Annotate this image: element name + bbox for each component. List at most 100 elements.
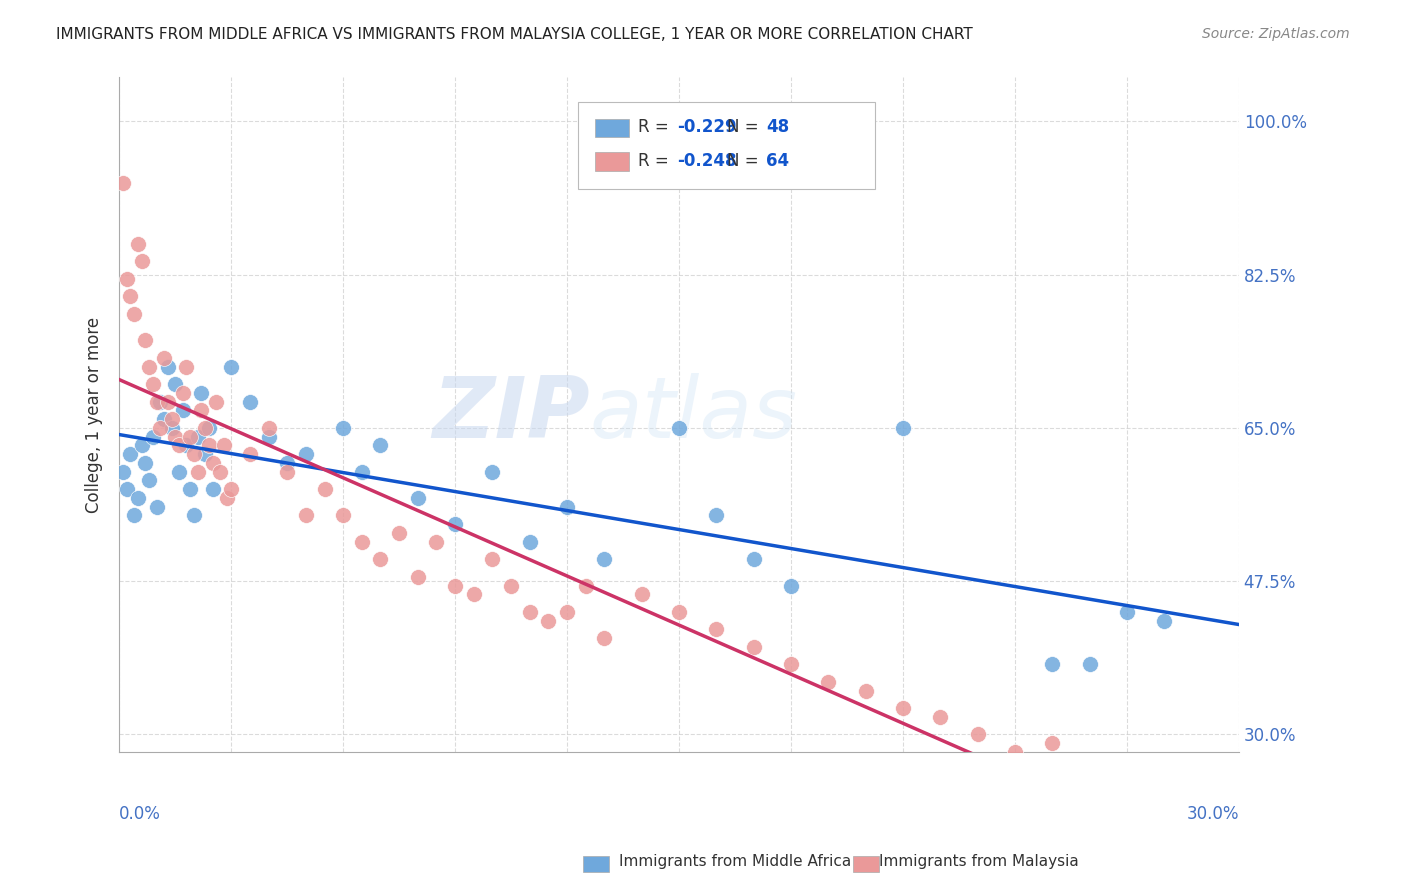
Point	[295, 447, 318, 461]
Text: ZIP: ZIP	[432, 373, 589, 456]
Point	[276, 465, 298, 479]
Point	[257, 429, 280, 443]
Point	[217, 491, 239, 505]
Point	[314, 482, 336, 496]
Point	[149, 394, 172, 409]
Point	[145, 500, 167, 514]
Point	[668, 421, 690, 435]
Point	[780, 657, 803, 672]
Text: N =: N =	[727, 119, 763, 136]
Point	[332, 508, 354, 523]
Point	[855, 683, 877, 698]
Point	[160, 421, 183, 435]
Point	[111, 176, 134, 190]
Point	[131, 254, 153, 268]
Point	[1004, 745, 1026, 759]
Point	[138, 359, 160, 374]
Text: atlas: atlas	[589, 373, 797, 456]
Point	[555, 500, 578, 514]
Point	[817, 674, 839, 689]
Point	[208, 465, 231, 479]
Point	[463, 587, 485, 601]
Point	[891, 701, 914, 715]
FancyBboxPatch shape	[595, 153, 628, 170]
Point	[194, 421, 217, 435]
FancyBboxPatch shape	[578, 103, 875, 189]
Point	[138, 474, 160, 488]
Point	[519, 605, 541, 619]
Point	[179, 429, 201, 443]
Text: 64: 64	[766, 152, 790, 170]
Point	[593, 552, 616, 566]
Point	[742, 552, 765, 566]
Point	[704, 508, 727, 523]
Text: R =: R =	[637, 119, 673, 136]
Point	[111, 465, 134, 479]
Point	[176, 438, 198, 452]
Point	[742, 640, 765, 654]
Point	[187, 429, 209, 443]
Point	[1115, 763, 1137, 777]
Point	[149, 421, 172, 435]
Point	[425, 534, 447, 549]
Point	[120, 289, 142, 303]
Point	[1040, 736, 1063, 750]
Text: 30.0%: 30.0%	[1187, 805, 1239, 822]
Point	[183, 447, 205, 461]
Point	[593, 631, 616, 645]
Point	[481, 465, 503, 479]
Point	[1153, 614, 1175, 628]
Point	[239, 447, 262, 461]
FancyBboxPatch shape	[595, 119, 628, 136]
Point	[187, 465, 209, 479]
Point	[276, 456, 298, 470]
Point	[350, 465, 373, 479]
Point	[127, 236, 149, 251]
Point	[201, 456, 224, 470]
Point	[131, 438, 153, 452]
Point	[201, 482, 224, 496]
Text: Immigrants from Malaysia: Immigrants from Malaysia	[879, 855, 1078, 869]
Point	[198, 421, 221, 435]
Text: N =: N =	[727, 152, 763, 170]
Point	[501, 578, 523, 592]
Point	[172, 385, 194, 400]
Text: -0.248: -0.248	[676, 152, 737, 170]
Point	[167, 465, 190, 479]
Point	[406, 570, 429, 584]
Point	[165, 377, 187, 392]
Point	[160, 412, 183, 426]
Point	[212, 438, 235, 452]
Point	[115, 272, 138, 286]
Point	[406, 491, 429, 505]
Point	[219, 482, 242, 496]
Text: 48: 48	[766, 119, 790, 136]
Point	[295, 508, 318, 523]
Y-axis label: College, 1 year or more: College, 1 year or more	[86, 317, 103, 513]
Point	[179, 482, 201, 496]
Point	[780, 578, 803, 592]
Text: IMMIGRANTS FROM MIDDLE AFRICA VS IMMIGRANTS FROM MALAYSIA COLLEGE, 1 YEAR OR MOR: IMMIGRANTS FROM MIDDLE AFRICA VS IMMIGRA…	[56, 27, 973, 42]
Text: 0.0%: 0.0%	[120, 805, 162, 822]
Point	[219, 359, 242, 374]
Point	[630, 587, 652, 601]
Point	[156, 394, 179, 409]
Point	[575, 578, 598, 592]
Point	[1040, 657, 1063, 672]
Point	[190, 403, 212, 417]
Text: Immigrants from Middle Africa: Immigrants from Middle Africa	[619, 855, 851, 869]
Text: Source: ZipAtlas.com: Source: ZipAtlas.com	[1202, 27, 1350, 41]
Point	[332, 421, 354, 435]
Point	[120, 447, 142, 461]
Point	[519, 534, 541, 549]
Point	[134, 456, 156, 470]
Point	[929, 710, 952, 724]
Point	[194, 447, 217, 461]
Point	[668, 605, 690, 619]
Point	[198, 438, 221, 452]
Point	[190, 385, 212, 400]
Point	[205, 394, 228, 409]
Point	[142, 377, 165, 392]
Point	[537, 614, 560, 628]
Point	[481, 552, 503, 566]
